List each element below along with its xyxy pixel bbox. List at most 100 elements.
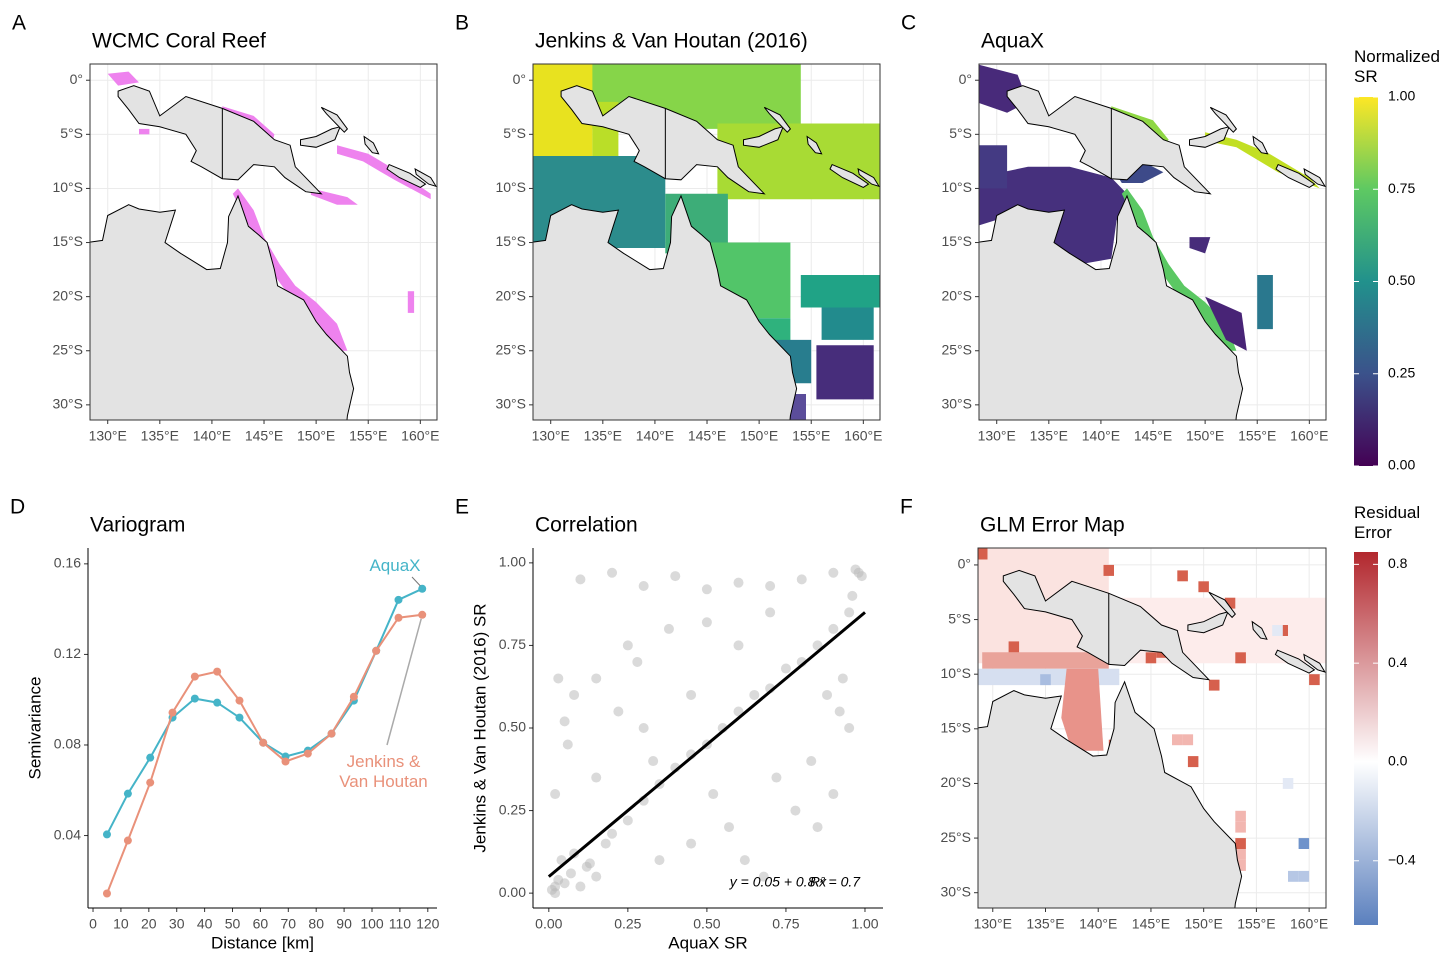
scatter-point [847, 590, 858, 601]
x-tick-label: 50 [225, 916, 241, 932]
scatter-point [663, 623, 674, 634]
scatter-point [701, 617, 712, 628]
map-overlay [816, 345, 874, 400]
map-overlay [1103, 564, 1114, 576]
scatter-point [654, 855, 665, 866]
series-point [190, 672, 199, 681]
y-tick-label: 30°S [940, 883, 971, 899]
x-tick-label: 130°E [978, 428, 1016, 444]
x-tick-label: 145°E [1132, 916, 1170, 932]
scatter-point [686, 689, 697, 700]
map-overlay [1208, 679, 1220, 691]
map-overlay [1182, 734, 1194, 746]
scatter-point [812, 822, 823, 833]
colorbar-tick-label: 0.25 [1388, 364, 1415, 380]
map-overlay [1172, 734, 1183, 746]
y-tick-label: 10°S [495, 179, 526, 195]
scatter-point [765, 607, 776, 618]
colorbar-tick-label: 0.0 [1388, 753, 1408, 769]
land [1303, 168, 1326, 188]
panel-title: Correlation [535, 514, 638, 537]
y-tick-label: 5°S [948, 610, 971, 626]
x-tick-label: 0.50 [693, 916, 720, 932]
colorbar-title: Normalized SR [1354, 47, 1440, 87]
scatter-point [686, 838, 697, 849]
colorbar-tick-label: 0.75 [1388, 180, 1415, 196]
x-tick-label: 155°E [349, 428, 387, 444]
y-tick-label: 0° [70, 71, 83, 87]
scatter-point [550, 789, 561, 800]
x-tick-label: 120 [416, 916, 440, 932]
x-tick-label: 150°E [1186, 428, 1224, 444]
panel-letter: C [901, 12, 916, 35]
x-tick-label: 155°E [792, 428, 830, 444]
x-tick-label: 0.00 [535, 916, 562, 932]
x-tick-label: 130°E [532, 428, 570, 444]
panel-title: Jenkins & Van Houtan (2016) [535, 30, 808, 53]
series-point [349, 692, 358, 701]
colorbar-tick-label: 0.00 [1388, 457, 1415, 473]
land [117, 85, 323, 195]
land [363, 135, 380, 155]
x-tick-label: 0 [89, 916, 97, 932]
map-layer [90, 71, 437, 420]
y-tick-label: 20°S [941, 287, 972, 303]
y-tick-label: 10°S [52, 179, 83, 195]
scatter-point [812, 640, 823, 651]
x-tick-label: 140°E [636, 428, 674, 444]
scatter-point [553, 673, 564, 684]
x-tick-label: 135°E [1026, 916, 1064, 932]
x-tick-label: 100 [360, 916, 384, 932]
map-layer [978, 548, 1326, 908]
x-tick-label: 160°E [1290, 428, 1328, 444]
series-point [418, 584, 427, 593]
x-tick-label: 150°E [1185, 916, 1223, 932]
scatter-point [562, 739, 573, 750]
x-axis-label: AquaX SR [668, 933, 747, 952]
series-point [394, 613, 403, 622]
map-overlay [1235, 810, 1246, 822]
x-tick-label: 40 [197, 916, 213, 932]
map-overlay [982, 652, 1109, 669]
scatter-point [844, 607, 855, 618]
land [1274, 649, 1316, 674]
scatter-point [575, 574, 586, 585]
series-point [190, 694, 199, 703]
series-point [102, 889, 111, 898]
panel-letter: D [10, 496, 25, 519]
scatter-point [771, 772, 782, 783]
scatter-point [822, 689, 833, 700]
colorbar-tick-label: 0.8 [1388, 555, 1408, 571]
map-overlay [1235, 652, 1246, 664]
land [1303, 653, 1326, 673]
land [829, 163, 870, 188]
y-tick-label: 5°S [503, 125, 526, 141]
scatter-point [733, 640, 744, 651]
series-point [213, 667, 222, 676]
series-point [394, 595, 403, 604]
series-point [146, 778, 155, 787]
land [300, 126, 341, 148]
colorbar-title: Residual Error [1354, 503, 1421, 543]
x-tick-label: 160°E [401, 428, 439, 444]
scatter-point [796, 574, 807, 585]
y-tick-label: 25°S [941, 341, 972, 357]
x-tick-label: 150°E [740, 428, 778, 444]
y-tick-label: 10°S [941, 179, 972, 195]
colorbar-tick-label: −0.4 [1388, 851, 1416, 867]
scatter-point [733, 577, 744, 588]
x-tick-label: 145°E [688, 428, 726, 444]
y-tick-label: 30°S [52, 396, 83, 412]
map-overlay [232, 188, 348, 351]
scatter-point [575, 881, 586, 892]
series-point [213, 698, 222, 707]
land [743, 126, 784, 148]
scatter-point [559, 716, 570, 727]
series-point [235, 713, 244, 722]
scatter-point [828, 623, 839, 634]
y-tick-label: 10°S [940, 665, 971, 681]
y-tick-label: 0° [959, 71, 972, 87]
land [857, 168, 880, 188]
scatter-point [733, 706, 744, 717]
map-layer [533, 64, 880, 420]
